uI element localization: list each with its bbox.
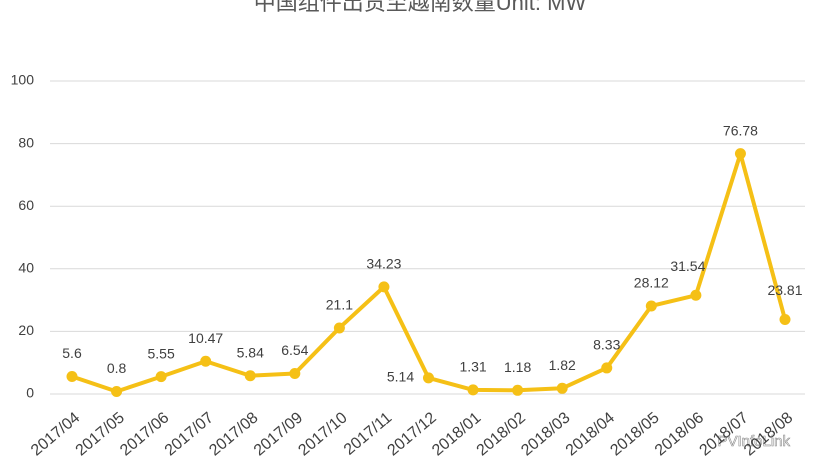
data-label: 10.47 — [188, 330, 223, 346]
data-label: 21.1 — [326, 297, 353, 313]
data-label: 1.18 — [504, 359, 531, 375]
data-point — [690, 289, 702, 301]
data-label: 23.81 — [767, 282, 802, 298]
data-label: 8.33 — [593, 337, 620, 353]
data-label: 6.54 — [281, 342, 308, 358]
data-label: 5.6 — [62, 345, 82, 361]
data-label: 5.84 — [237, 344, 264, 360]
data-label: 28.12 — [634, 275, 669, 291]
x-tick-label: 2017/11 — [341, 409, 395, 459]
x-tick-label: 2018/02 — [474, 409, 529, 459]
chart-title: 中国组件出货至越南数量Unit: MW — [254, 0, 587, 15]
x-tick-label: 2017/08 — [206, 409, 261, 459]
data-label: 76.78 — [723, 122, 758, 138]
data-point — [111, 385, 123, 397]
data-point — [66, 370, 78, 382]
data-point — [645, 300, 657, 312]
y-tick-label: 100 — [11, 72, 35, 88]
data-label: 31.54 — [670, 258, 705, 274]
x-tick-label: 2017/10 — [295, 409, 350, 459]
data-point — [378, 281, 390, 293]
data-point — [155, 371, 167, 383]
y-tick-label: 60 — [18, 197, 34, 213]
data-point — [734, 148, 746, 160]
x-tick-label: 2018/06 — [652, 409, 707, 459]
watermark: PVInfoLink — [717, 433, 790, 450]
y-tick-label: 20 — [18, 322, 34, 338]
data-label: 1.31 — [459, 359, 486, 375]
x-tick-label: 2018/04 — [563, 409, 618, 459]
data-point — [200, 355, 212, 367]
x-tick-label: 2017/07 — [162, 409, 217, 459]
data-point — [512, 384, 524, 396]
data-label: 1.82 — [549, 357, 576, 373]
data-point — [244, 370, 256, 382]
data-label: 34.23 — [366, 256, 401, 272]
data-label: 5.55 — [148, 345, 175, 361]
data-point — [333, 322, 345, 334]
data-point — [289, 368, 301, 380]
x-tick-label: 2017/06 — [117, 409, 172, 459]
data-label: 5.14 — [387, 369, 414, 385]
data-point — [601, 362, 613, 374]
y-tick-label: 40 — [18, 260, 34, 276]
y-tick-label: 80 — [18, 134, 34, 150]
x-tick-label: 2018/03 — [518, 409, 573, 459]
x-tick-label: 2018/05 — [607, 409, 662, 459]
y-tick-label: 0 — [26, 385, 34, 401]
data-point — [467, 384, 479, 396]
x-tick-label: 2017/12 — [385, 409, 440, 459]
data-point — [556, 382, 568, 394]
x-tick-label: 2017/09 — [251, 409, 306, 459]
x-tick-label: 2017/04 — [28, 409, 83, 459]
x-tick-label: 2017/05 — [73, 409, 128, 459]
data-point — [423, 372, 434, 384]
data-label: 0.8 — [107, 360, 127, 376]
data-point — [779, 313, 791, 325]
x-tick-label: 2018/01 — [429, 409, 484, 459]
